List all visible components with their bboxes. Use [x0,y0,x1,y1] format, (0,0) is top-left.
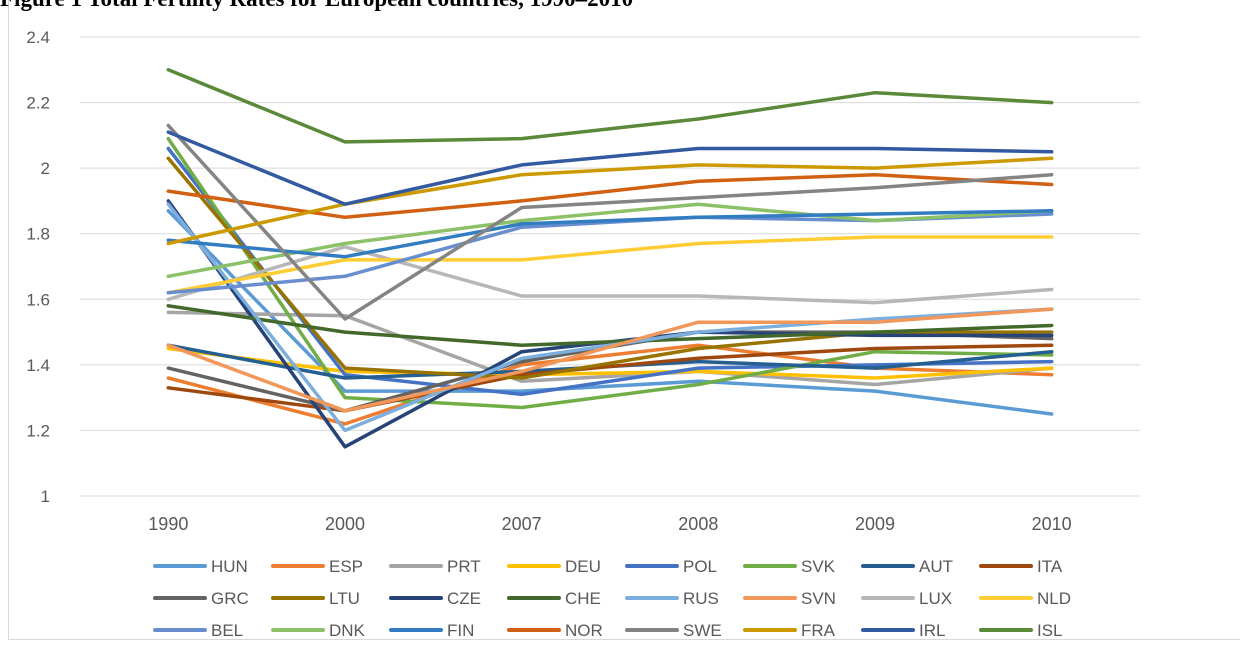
y-tick-label: 2 [41,159,50,178]
legend-label: HUN [211,557,248,576]
legend-label: ITA [1037,557,1063,576]
legend-label: FRA [801,621,836,640]
series-line-dnk [166,202,1054,279]
legend-label: ISL [1037,621,1063,640]
legend-item-hun: HUN [153,557,248,576]
legend-item-dnk: DNK [271,621,366,640]
legend-label: GRC [211,589,249,608]
series-line-esp [166,343,1054,426]
legend-label: SVN [801,589,836,608]
chart-frame [8,0,1240,640]
x-tick-label: 1990 [148,514,188,534]
legend-item-rus: RUS [625,589,719,608]
series-line-nor [166,172,1054,220]
legend-label: NLD [1037,589,1071,608]
series-line-fin [166,209,1054,259]
legend-label: DEU [565,557,601,576]
x-tick-label: 2009 [855,514,895,534]
gridlines [80,36,1140,497]
legend-label: FIN [447,621,474,640]
legend-label: SVK [801,557,836,576]
series-line-svn [166,307,1054,413]
legend-label: SWE [683,621,722,640]
legend-item-pol: POL [625,557,717,576]
series-line-prt [166,310,1054,387]
legend-item-fra: FRA [743,621,836,640]
legend-item-cze: CZE [389,589,481,608]
legend-item-svn: SVN [743,589,836,608]
legend-label: POL [683,557,717,576]
series-lines [166,68,1054,449]
series-line-irl [166,130,1054,206]
legend-item-lux: LUX [861,589,952,608]
y-tick-label: 2.4 [26,28,50,47]
series-line-hun [166,209,1054,416]
legend-item-swe: SWE [625,621,722,640]
legend-label: ESP [329,557,363,576]
y-tick-label: 1.4 [26,356,50,375]
x-tick-label: 2007 [502,514,542,534]
figure-caption: Figure 1 Total Fertility Rates for Europ… [0,0,1246,12]
y-tick-label: 1.6 [26,290,50,309]
y-axis: 1 1.2 1.4 1.6 1.8 2 2.2 2.4 [26,28,50,506]
legend-item-svk: SVK [743,557,836,576]
y-tick-label: 2.2 [26,94,50,113]
legend: HUN ESP PRT DEU POL SVK AUT ITA GRC LTU CZE CHE RUS S… [153,557,1071,640]
legend-item-nor: NOR [507,621,603,640]
legend-label: LTU [329,589,360,608]
legend-label: AUT [919,557,953,576]
legend-label: CHE [565,589,601,608]
series-line-nld [166,235,1054,295]
legend-item-prt: PRT [389,557,481,576]
series-line-che [166,304,1054,347]
x-axis: 1990 2000 2007 2008 2009 2010 [148,514,1071,534]
legend-item-ita: ITA [979,557,1063,576]
legend-label: IRL [919,621,945,640]
legend-item-ltu: LTU [271,589,360,608]
legend-label: CZE [447,589,481,608]
y-tick-label: 1.8 [26,225,50,244]
legend-label: RUS [683,589,719,608]
legend-item-aut: AUT [861,557,953,576]
legend-label: DNK [329,621,366,640]
y-tick-label: 1.2 [26,421,50,440]
legend-label: BEL [211,621,243,640]
legend-label: PRT [447,557,481,576]
legend-item-fin: FIN [389,621,474,640]
series-line-svk [166,136,1054,410]
x-tick-label: 2000 [325,514,365,534]
x-tick-label: 2010 [1032,514,1072,534]
legend-label: NOR [565,621,603,640]
legend-item-deu: DEU [507,557,601,576]
series-line-isl [166,68,1054,144]
legend-item-grc: GRC [153,589,249,608]
series-line-lux [166,245,1054,305]
series-line-swe [166,123,1054,321]
legend-item-nld: NLD [979,589,1071,608]
legend-label: LUX [919,589,952,608]
x-tick-label: 2008 [678,514,718,534]
legend-item-irl: IRL [861,621,945,640]
legend-item-esp: ESP [271,557,363,576]
series-line-fra [166,156,1054,246]
series-line-deu [166,346,1054,380]
legend-item-bel: BEL [153,621,243,640]
y-tick-label: 1 [41,487,50,506]
legend-item-isl: ISL [979,621,1063,640]
legend-item-che: CHE [507,589,601,608]
